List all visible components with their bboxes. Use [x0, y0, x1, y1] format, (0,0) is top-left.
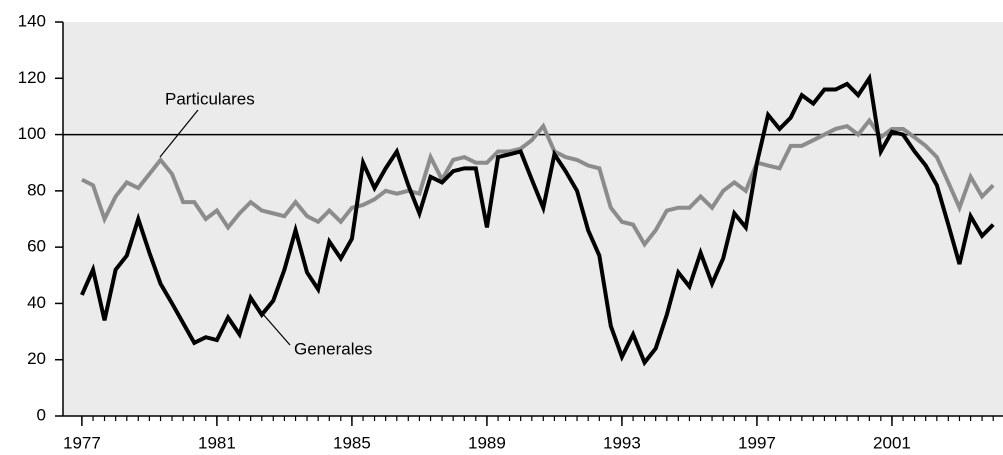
x-tick-label: 1989 [468, 433, 506, 452]
y-tick-label: 140 [18, 11, 46, 30]
y-tick-label: 80 [27, 180, 46, 199]
y-tick-label: 40 [27, 293, 46, 312]
y-tick-label: 120 [18, 68, 46, 87]
leader-line [261, 312, 291, 346]
y-tick-label: 100 [18, 124, 46, 143]
plot-lines [80, 72, 995, 367]
y-tick-label: 60 [27, 237, 46, 256]
x-tick-label: 1977 [63, 433, 101, 452]
x-tick-label: 1985 [333, 433, 371, 452]
series-annotation: Particulares [165, 89, 255, 108]
x-tick-label: 1993 [603, 433, 641, 452]
plot-background [63, 22, 1003, 416]
x-tick-label: 1981 [198, 433, 236, 452]
series-annotation: Generales [294, 339, 372, 358]
y-tick-label: 20 [27, 349, 46, 368]
x-tick-label: 2001 [873, 433, 911, 452]
series-line [80, 72, 995, 367]
leader-line [159, 109, 199, 158]
y-tick-label: 0 [37, 405, 46, 424]
x-tick-label: 1997 [738, 433, 776, 452]
series-line [80, 117, 995, 248]
